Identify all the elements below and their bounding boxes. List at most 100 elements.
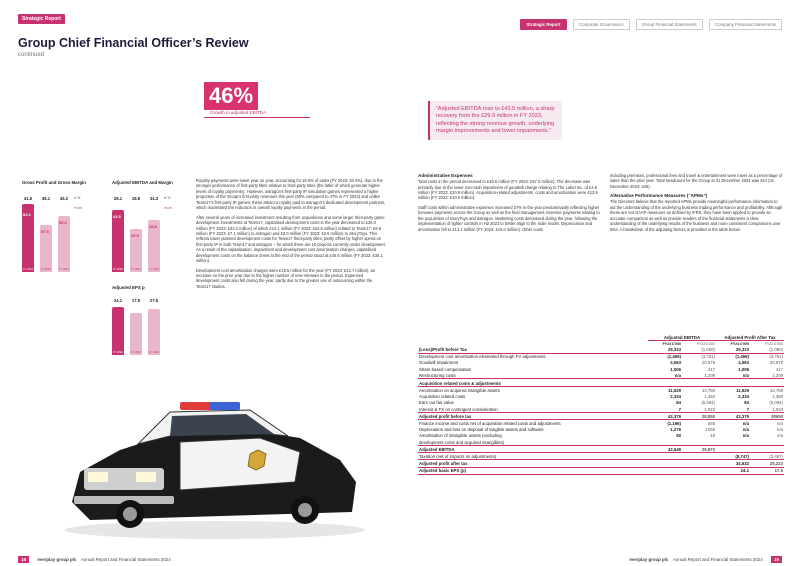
column-header: FY24 £'000 [730,341,749,346]
cell-value [716,378,750,387]
row-label: Earn out fair value [419,400,454,406]
cell-value: 24.1 [716,466,750,475]
row-label: development costs and acquired intangibl… [419,439,505,445]
tab-company-financial-statements[interactable]: Company Financial Statements [708,19,782,30]
tab-corporate-governance[interactable]: Corporate Governance [572,19,630,30]
bar-year-label: FY 2024 [113,351,123,354]
table-body: (Loss)/Profit before Tax 25,323 (1,050) 25,… [418,346,784,475]
cell-value: 11,529 [716,386,750,394]
paragraph: Development cost amortisation charges we… [196,267,376,289]
bar-year-label: FY 2023 [131,351,141,354]
section-tag: Strategic Report [18,14,65,24]
cell-value [750,378,784,387]
bar-inner-label: 59.6 [59,220,67,225]
bar-year-label: FY 2023 [41,268,51,271]
row-label: Amortisation of intangible assets (exclu… [419,433,502,439]
cell-value: 28,850 [682,412,716,421]
bar-inner-label: 29.9 [131,233,139,238]
cell-value: 1,360 [772,394,783,400]
cell-value: 43,379 [648,412,682,421]
column-header: FY24 £'000 [662,341,681,346]
cell-value: 18 [710,433,715,439]
stat-label: Growth in adjusted EBITDA [210,110,267,115]
cell-value: 43,379 [716,412,750,421]
apm-section: including premises, professional fees an… [610,173,784,236]
legend-m: ● £m [74,206,83,210]
tab-group-financial-statements[interactable]: Group Financial Statements [636,19,703,30]
table-row: Earn out fair value 84 (5,084) 84 (5,084) [418,400,784,406]
table-row: Finance income and costs net of acquisit… [418,420,784,427]
bar-year-label: FY 2022 [59,268,69,271]
bar-year-label: FY 2022 [149,268,159,271]
row-label: Acquisition related costs [419,394,466,400]
cell-value: 1055 [705,427,715,433]
footer-left: 18 everplay group plc Annual Report and … [18,548,171,566]
bar-top-label: 26.1 [113,196,123,201]
cell-value: (1,469) [716,352,750,360]
cell-value: (5,084) [701,400,715,406]
cell-value: 1,276 [670,427,681,433]
bar-year-label: FY 2022 [149,351,159,354]
reconciliation-table: Adjusted EBITDA Adjusted Profit After Ta… [418,334,784,475]
bar-year-label: FY 2024 [113,268,123,271]
cell-value: 4,563 [738,360,749,366]
cell-value: (1,469) [648,352,682,360]
section-nav: Strategic Report Corporate Governance Gr… [518,13,782,31]
cell-value: n/a [777,427,783,433]
cell-value: 20,879 [701,360,715,366]
table-row: Adjusted profit before tax 43,379 28,850 43… [418,412,784,421]
cell-value: n/a [674,372,681,378]
cell-value: 17.5 [750,466,784,475]
bar-top-label: 18.8 [131,196,141,201]
cell-value [648,378,682,387]
paragraph: The Directors believe that the reported … [610,199,783,232]
table-row: Amortisation of intangible assets (exclu… [418,433,784,439]
cell-value: 20,879 [769,360,783,366]
cell-value: n/a [777,420,783,426]
police-car-image [65,402,365,539]
group-header: Adjusted Profit After Tax [716,334,784,342]
cell-value: 1,360 [704,394,715,400]
stat-value: 46% [204,82,259,110]
gross-profit-chart: Gross Profit and Gross Margin 41.6 83.4 … [22,180,104,275]
bar-top-label: 41.6 [23,196,33,201]
legend-m: ● £m [164,206,173,210]
bar-top-label: 24.1 [113,298,123,303]
cell-value: 556 [707,420,715,426]
table-row: Acquisition related costs & adjustments [418,378,784,387]
bar-fy2024: 83.4 FY 2024 [22,204,34,272]
column-header: FY23 £'000 [764,341,783,346]
table-row: Adjusted basic EPS (p) 24.1 17.5 [418,466,784,475]
cell-value: n/a [742,420,749,426]
table-row: Acquisition related costs 2,334 1,360 2,334… [418,394,784,400]
cell-value [682,378,716,387]
cell-value: 84 [744,400,749,406]
cell-value [682,466,716,475]
table-row: (Loss)/Profit before Tax 25,323 (1,050) 25,… [418,346,784,353]
legend-pct: ● % [164,196,171,200]
cell-value: 1,209 [772,372,783,378]
group-header: Adjusted EBITDA [648,334,716,342]
cell-value [648,439,682,446]
table-row: Interest & FX on contingent consideratio… [418,406,784,413]
section-heading: Administrative Expenses [418,173,473,178]
cell-value: (3,751) [750,352,784,360]
table-row: development costs and acquired intangibl… [418,439,784,446]
bar-fy2022: FY 2022 [148,309,160,355]
cell-value: (3,751) [682,352,716,360]
cell-value: (1,050) [701,346,715,352]
cell-value: 34,632 [716,459,750,468]
section-heading: Alternative Performance Measures (“APMs”… [610,193,708,199]
table-row: Goodwill Impairment 4,563 20,879 4,563 20,87… [418,360,784,366]
row-label: (Loss)/Profit before Tax [419,346,467,352]
cell-value [716,445,750,454]
bar-fy2023: FY 2023 [130,313,142,355]
apm-table: Adjusted EBITDA Adjusted Profit After Ta… [418,334,784,475]
chart-plot: 26.1 43.5 FY 2024 18.8 29.9 FY 2023 34.3… [112,196,182,272]
cell-value [648,466,682,475]
tab-strategic-report[interactable]: Strategic Report [520,19,567,30]
row-label: Development cost amortisation eliminated… [418,352,648,360]
cell-value: 90 [676,433,681,439]
cell-value: 4,563 [670,360,681,366]
bar-fy2023: 29.9 FY 2023 [130,229,142,272]
